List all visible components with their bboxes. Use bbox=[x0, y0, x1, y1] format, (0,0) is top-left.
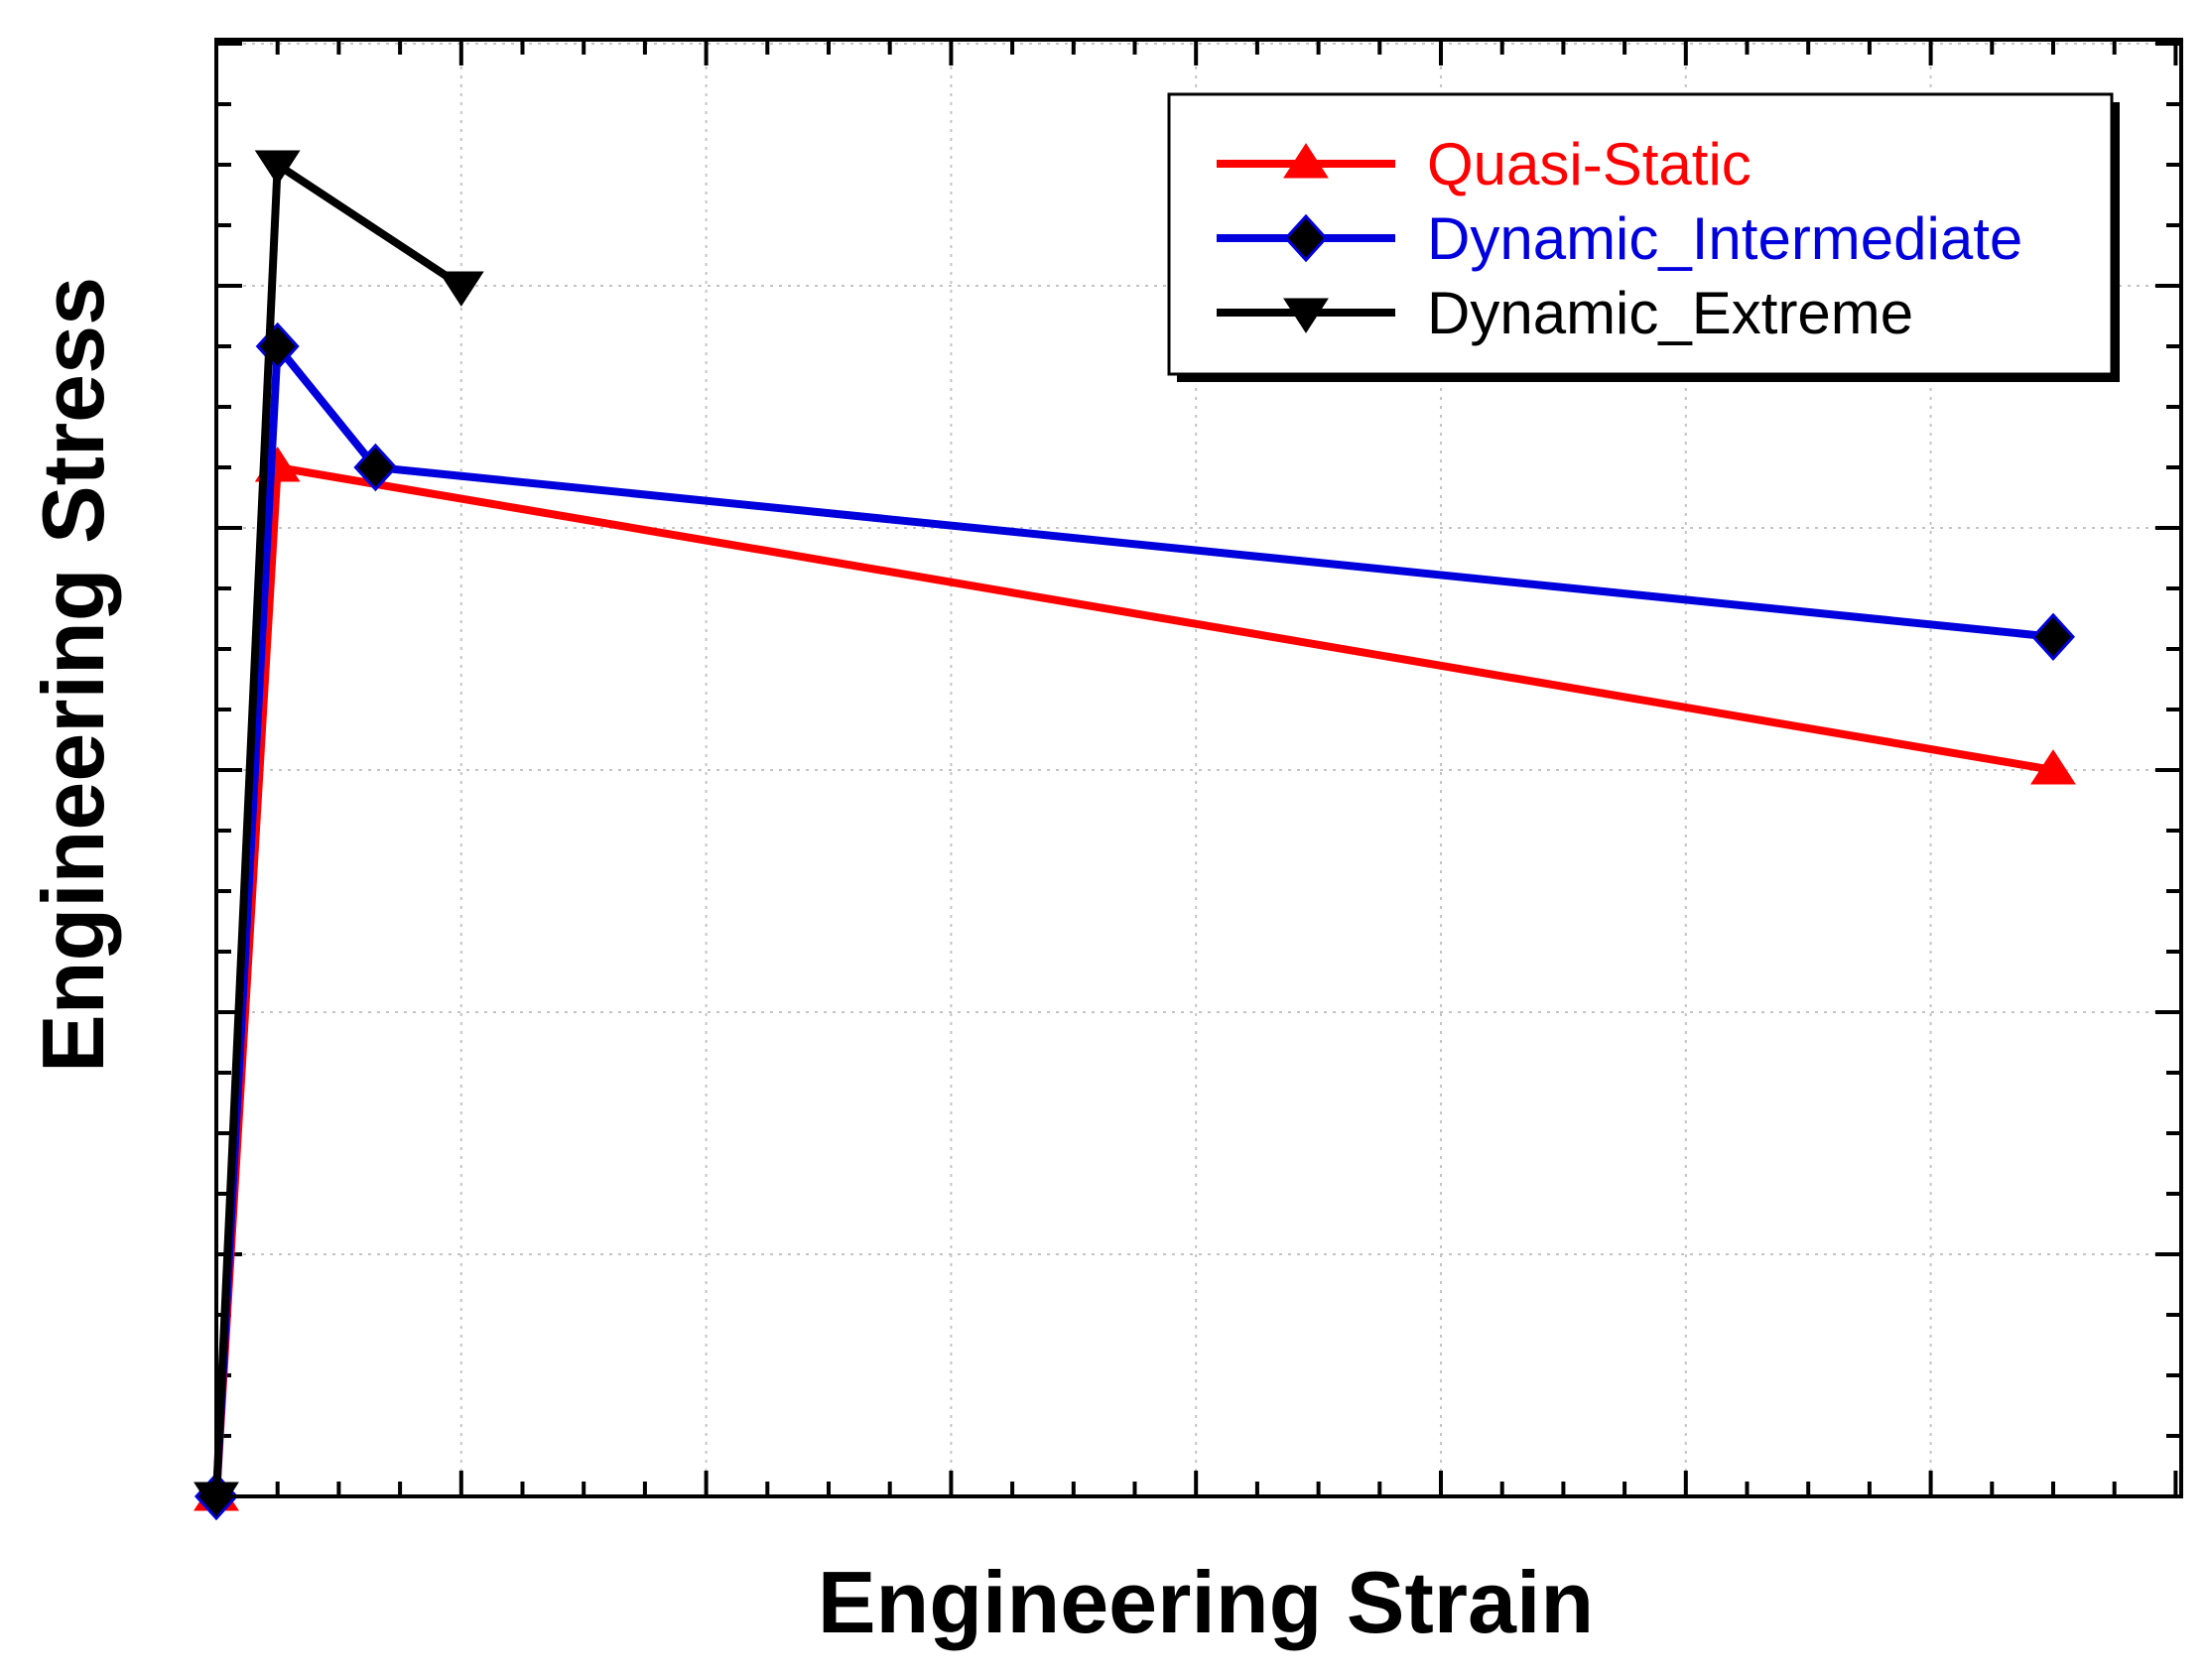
data-point bbox=[438, 271, 484, 307]
data-point bbox=[2030, 749, 2076, 785]
legend-marker bbox=[1283, 143, 1329, 179]
legend-marker bbox=[1283, 298, 1329, 333]
series-dynamic-extreme bbox=[194, 150, 484, 1517]
data-point bbox=[353, 443, 398, 492]
x-axis-title: Engineering Strain bbox=[818, 1553, 1594, 1651]
legend-label: Quasi-Static bbox=[1427, 131, 1752, 197]
plot-frame bbox=[214, 38, 2183, 1498]
legend-marker bbox=[1283, 213, 1329, 263]
legend-entry: Quasi-Static bbox=[1217, 131, 1752, 197]
axis-ticks bbox=[216, 40, 2181, 1496]
legend-entry: Dynamic_Intermediate bbox=[1217, 205, 2022, 272]
legend-label: Dynamic_Intermediate bbox=[1427, 205, 2022, 272]
data-point bbox=[254, 150, 301, 186]
data-point bbox=[2030, 612, 2076, 662]
series-line bbox=[212, 342, 2054, 1497]
series-layer bbox=[194, 150, 2076, 1521]
legend-label: Dynamic_Extreme bbox=[1427, 280, 1913, 346]
y-axis-title: Engineering Stress bbox=[24, 277, 122, 1073]
legend: Quasi-Static Dynamic_Intermediate Dynamic_… bbox=[1167, 92, 2120, 382]
legend-entry: Dynamic_Extreme bbox=[1217, 280, 1913, 346]
